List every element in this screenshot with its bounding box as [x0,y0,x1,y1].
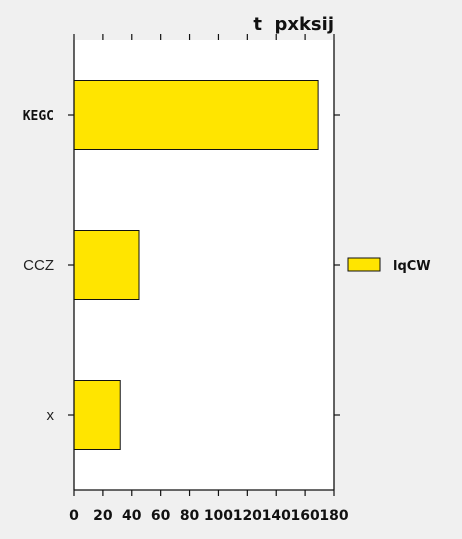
x-tick-label: 0 [69,508,79,524]
axes-group: KEGC CCZ x 0 20 40 60 80 100 120 140 160 180 [23,34,349,524]
y-tick-label: KEGC [23,109,54,124]
legend-label: lqCW [393,259,431,274]
bar-ccz [73,230,140,300]
bar-x [73,380,121,450]
x-tick-label: 80 [180,508,200,524]
x-tick-label: 120 [233,508,262,524]
bar-kegc [73,80,319,150]
x-tick-label: 160 [290,508,319,524]
x-tick-label: 60 [151,508,171,524]
x-tick-label: 40 [122,508,142,524]
legend-swatch [347,257,381,272]
legend: lqCW [347,257,431,274]
x-tick-label: 100 [204,508,233,524]
x-tick-label: 180 [319,508,348,524]
chart-title: t pxksij [253,14,334,35]
bars-group [73,80,319,450]
y-tick-label: CCZ [23,257,54,274]
x-tick-label: 20 [93,508,113,524]
x-tick-label: 140 [262,508,291,524]
y-tick-label: x [47,407,55,424]
